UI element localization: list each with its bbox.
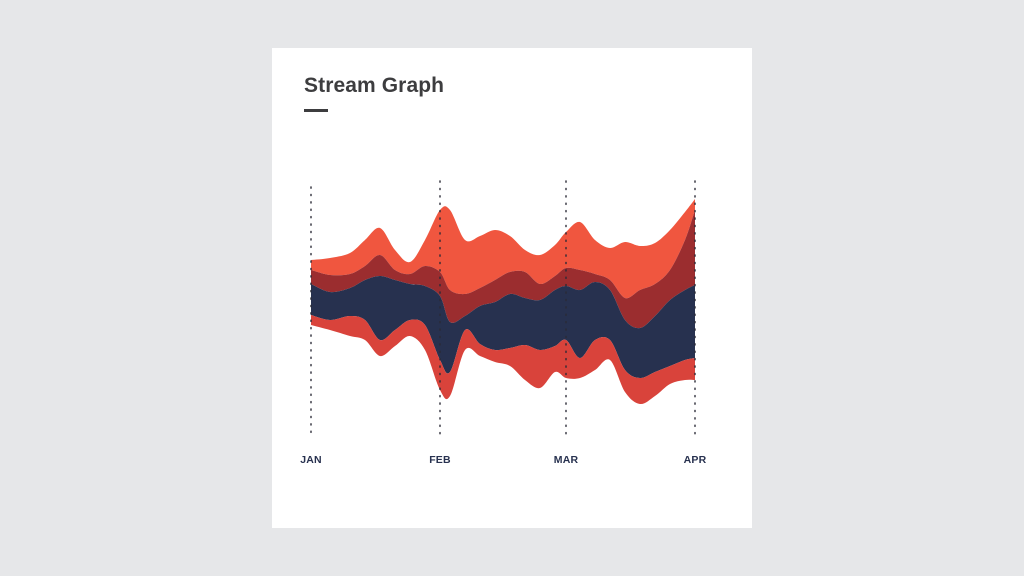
x-axis-label-mar: MAR bbox=[553, 454, 579, 466]
title-underline bbox=[304, 109, 328, 112]
stream-layer-top bbox=[311, 199, 695, 299]
stream-layer-middle bbox=[311, 276, 695, 379]
x-axis-label-feb: FEB bbox=[429, 454, 451, 466]
x-axis-label-apr: APR bbox=[683, 454, 707, 466]
stream-layer-2 bbox=[311, 210, 695, 329]
stream-layers bbox=[311, 199, 695, 405]
stream-graph bbox=[310, 180, 696, 438]
x-axis-label-jan: JAN bbox=[300, 454, 322, 466]
chart-card: Stream Graph JAN FEB MAR APR bbox=[272, 48, 752, 528]
stream-layer-bottom bbox=[311, 315, 695, 405]
chart-title: Stream Graph bbox=[304, 74, 445, 97]
month-gridlines bbox=[310, 180, 696, 438]
